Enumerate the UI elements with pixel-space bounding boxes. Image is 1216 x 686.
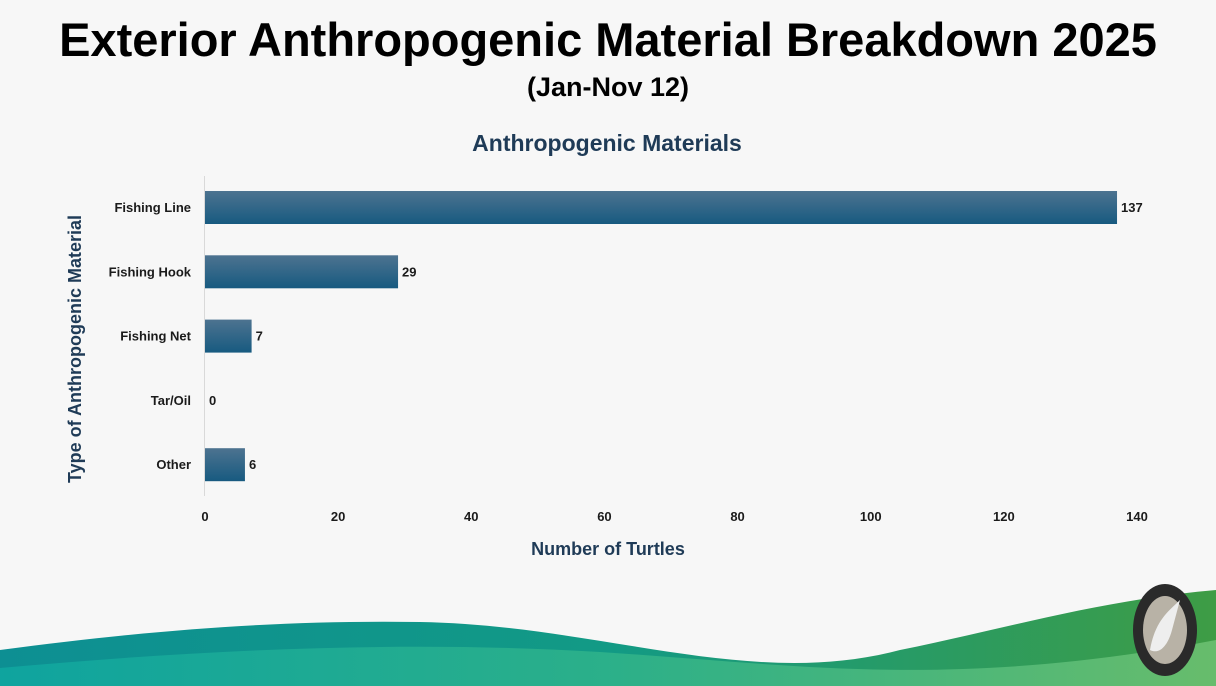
chart-title: Anthropogenic Materials bbox=[472, 130, 742, 156]
category-label: Fishing Net bbox=[120, 329, 191, 344]
x-tick-label: 20 bbox=[331, 509, 345, 524]
bar-fishing-line bbox=[205, 191, 1118, 224]
data-label: 29 bbox=[402, 264, 416, 279]
fwc-logo bbox=[1133, 584, 1197, 676]
page-subtitle: (Jan-Nov 12) bbox=[526, 72, 690, 102]
data-label: 0 bbox=[209, 393, 216, 408]
x-tick-label: 120 bbox=[993, 509, 1015, 524]
category-label: Fishing Line bbox=[114, 200, 191, 215]
data-label: 137 bbox=[1121, 200, 1143, 215]
category-label: Tar/Oil bbox=[151, 393, 191, 408]
x-tick-label: 60 bbox=[597, 509, 611, 524]
data-label: 7 bbox=[256, 329, 263, 344]
category-label: Fishing Hook bbox=[109, 264, 192, 279]
y-axis-label: Type of Anthropogenic Material bbox=[65, 215, 85, 483]
x-tick-label: 80 bbox=[730, 509, 744, 524]
bar-other bbox=[205, 448, 245, 482]
x-tick-label: 140 bbox=[1126, 509, 1148, 524]
bar-fishing-net bbox=[205, 319, 252, 353]
bottom-wave bbox=[0, 590, 1216, 686]
category-label: Other bbox=[156, 457, 191, 472]
page-title: Exterior Anthropogenic Material Breakdow… bbox=[59, 13, 1157, 66]
x-tick-label: 100 bbox=[860, 509, 882, 524]
bar-fishing-hook bbox=[205, 255, 399, 289]
data-label: 6 bbox=[249, 457, 256, 472]
x-tick-label: 0 bbox=[201, 509, 208, 524]
x-axis-label: Number of Turtles bbox=[531, 539, 685, 559]
x-tick-label: 40 bbox=[464, 509, 478, 524]
